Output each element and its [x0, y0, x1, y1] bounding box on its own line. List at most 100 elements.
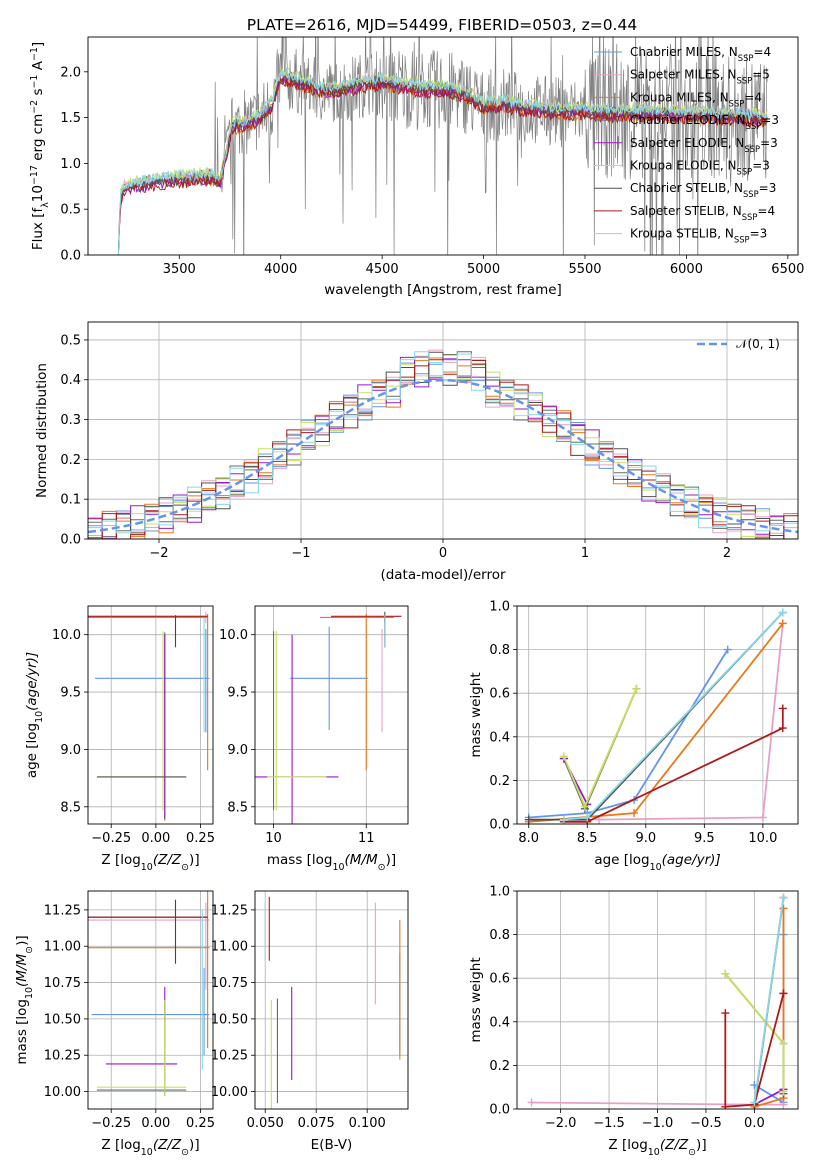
- x-axis-label: age [log10(age/yr)]: [594, 852, 720, 873]
- x-tick-label: 0: [439, 546, 447, 561]
- mass-weight-point: [778, 724, 787, 733]
- y-tick-label: 10.25: [211, 1049, 248, 1064]
- y-tick-label: 10.0: [219, 628, 248, 643]
- legend-label: Chabrier STELIB, NSSP=3: [630, 181, 776, 199]
- x-tick-label: 5000: [467, 262, 500, 277]
- legend-label: Salpeter ELODIE, NSSP=3: [630, 136, 778, 154]
- mass-weight-point: [559, 752, 568, 761]
- x-tick-label: 8.0: [518, 831, 539, 846]
- x-tick-label: 0.00: [141, 1116, 170, 1131]
- x-tick-label: 0.050: [247, 1116, 284, 1131]
- y-tick-label: 0.0: [489, 1103, 510, 1118]
- x-tick-label: 6000: [670, 262, 703, 277]
- mass-weight-point: [779, 904, 788, 913]
- axes-frame: [87, 890, 214, 1110]
- y-tick-label: 0.2: [60, 453, 81, 468]
- axes-frame: [87, 321, 799, 540]
- axes-frame: [254, 890, 409, 1110]
- y-tick-label: 9.0: [227, 743, 248, 758]
- y-tick-label: 9.5: [227, 686, 248, 701]
- mass-weight-line: [563, 708, 784, 823]
- mass-weight-point: [524, 815, 533, 824]
- residual-histogram: [88, 351, 798, 534]
- x-axis-label: wavelength [Angstrom, rest frame]: [324, 282, 562, 298]
- mass-weight-point: [750, 1098, 759, 1107]
- mass-weight-line: [528, 649, 729, 819]
- mass-weight-line: [563, 611, 784, 821]
- x-axis-label: Z [log10(Z/Z⊙)]: [101, 1137, 199, 1158]
- mass-weight-point: [778, 608, 787, 617]
- chart-mass-Z: −0.25 0.00 0.25 10.00 10.25 10.50 10.75 11.00 11…: [14, 890, 215, 1158]
- x-tick-label: 5500: [568, 262, 601, 277]
- x-axis-label: E(B-V): [311, 1137, 353, 1153]
- mass-weight-line: [753, 1088, 784, 1106]
- x-tick-label: 4000: [264, 262, 297, 277]
- mass-weight-line: [753, 897, 785, 1103]
- x-tick-label: 0.100: [349, 1116, 386, 1131]
- y-tick-label: 10.0: [52, 628, 81, 643]
- x-tick-label: −1.0: [642, 1116, 674, 1131]
- x-tick-label: 11: [358, 831, 375, 846]
- y-tick-label: 0.4: [489, 1015, 510, 1030]
- legend-label: Kroupa MILES, NSSP=4: [630, 90, 762, 108]
- y-tick-label: 1.5: [60, 111, 81, 126]
- mass-weight-point: [580, 802, 589, 811]
- y-tick-label: 0.6: [489, 972, 510, 987]
- y-axis-label: Flux [fλ10−17 erg cm−2 s−1 A−1]: [29, 42, 51, 250]
- y-tick-label: 10.00: [44, 1085, 81, 1100]
- x-tick-label: 9.0: [635, 831, 656, 846]
- chart-mass-EBV: 0.050 0.075 0.100 10.00 10.25 10.50 10.75 11.00…: [211, 890, 409, 1153]
- y-tick-label: 10.50: [211, 1012, 248, 1027]
- legend-label: Kroupa ELODIE, NSSP=3: [630, 159, 770, 177]
- mass-weight-point: [632, 684, 641, 693]
- mass-weight-point: [630, 809, 639, 818]
- x-tick-label: 6500: [771, 262, 804, 277]
- spectrum-model-line: [117, 66, 768, 255]
- mass-weight-point: [778, 619, 787, 628]
- y-tick-label: 11.00: [211, 940, 248, 955]
- y-tick-label: 0.0: [489, 818, 510, 833]
- y-tick-label: 9.0: [60, 743, 81, 758]
- legend-label: Salpeter MILES, NSSP=5: [630, 68, 770, 86]
- mass-weight-point: [779, 1039, 788, 1048]
- y-tick-label: 0.6: [489, 687, 510, 702]
- y-tick-label: 9.5: [60, 686, 81, 701]
- y-tick-label: 0.3: [60, 413, 81, 428]
- y-tick-label: 0.0: [60, 249, 81, 264]
- mass-weight-point: [779, 1087, 788, 1096]
- chart-residuals: −2 −1 0 1 2 0.0 0.1 0.2 0.3 0.4 0.5 (data-model)/er…: [34, 321, 799, 583]
- mass-weight-point: [721, 1009, 730, 1018]
- axes-frame: [516, 605, 799, 825]
- mass-weight-point: [758, 813, 767, 822]
- mass-weight-point: [721, 1102, 730, 1109]
- x-axis-label: Z [log10(Z/Z⊙)]: [101, 852, 199, 873]
- axes-frame: [87, 605, 214, 825]
- y-axis-label: mass weight: [468, 957, 484, 1042]
- mass-weight-point: [721, 969, 730, 978]
- axes-frame: [87, 36, 799, 256]
- y-tick-label: 11.25: [44, 903, 81, 918]
- y-tick-label: 0.2: [489, 774, 510, 789]
- legend-label: Kroupa STELIB, NSSP=3: [630, 227, 767, 245]
- y-tick-label: 0.8: [489, 928, 510, 943]
- x-tick-label: 0.25: [186, 1116, 215, 1131]
- y-tick-label: 0.4: [489, 730, 510, 745]
- normal-curve: [88, 378, 798, 534]
- x-tick-label: 3500: [163, 262, 196, 277]
- y-tick-label: 0.8: [489, 643, 510, 658]
- y-tick-label: 1.0: [489, 600, 510, 615]
- mass-weight-point: [583, 813, 592, 822]
- legend-label: Salpeter STELIB, NSSP=4: [630, 204, 775, 222]
- y-tick-label: 10.75: [44, 976, 81, 991]
- chart-age-Z: −0.25 0.00 0.25 8.5 9.0 9.5 10.0 Z [log10(Z/Z⊙)…: [24, 605, 215, 873]
- chart-spectrum: 3500 4000 4500 5000 5500 6000 6500 0.0 0.5 1.0 1.5…: [29, 36, 804, 298]
- y-tick-label: 0.2: [489, 1059, 510, 1074]
- y-tick-label: 11.25: [211, 903, 248, 918]
- x-tick-label: −2: [149, 546, 168, 561]
- x-tick-label: 9.5: [694, 831, 715, 846]
- chart-age-mass: 10 11 8.5 9.0 9.5 10.0 mass [log10(M/M⊙)]: [219, 605, 409, 873]
- x-tick-label: 0.075: [298, 1116, 335, 1131]
- axes-frame: [254, 605, 409, 825]
- y-tick-label: 0.5: [60, 203, 81, 218]
- x-tick-label: 10.0: [748, 831, 777, 846]
